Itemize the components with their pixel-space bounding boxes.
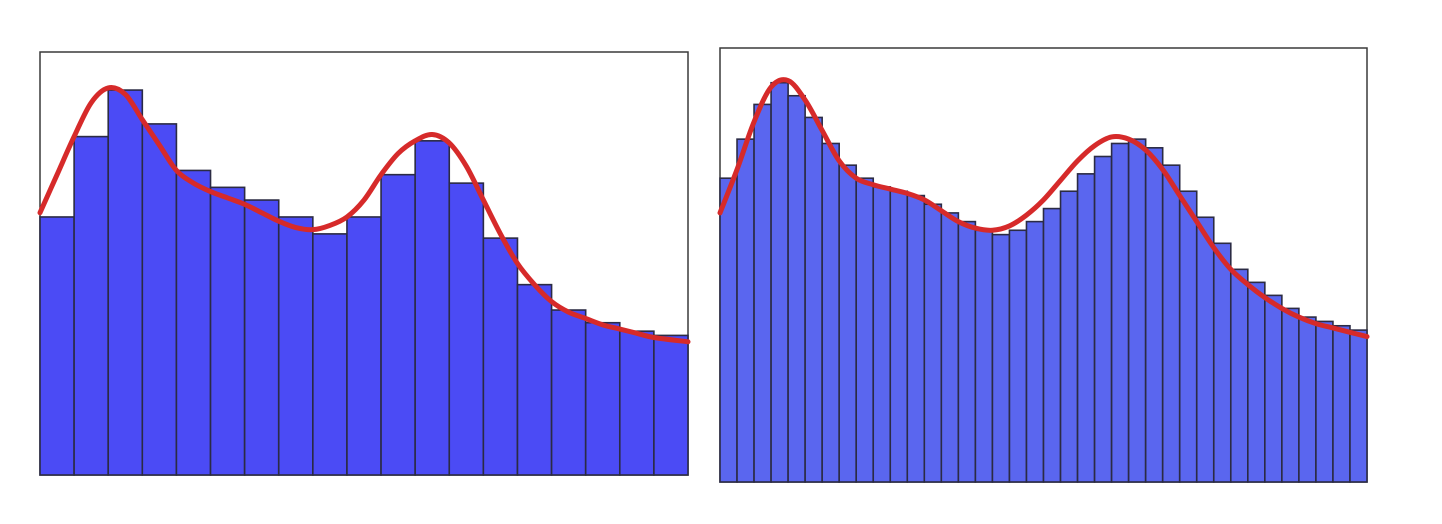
histogram-bar (889, 190, 909, 483)
histogram-bar (991, 233, 1011, 483)
right-histogram-panel (717, 47, 1370, 483)
density-curve (717, 77, 1370, 340)
histogram-bar (872, 186, 892, 483)
histogram-bar (923, 203, 943, 483)
histogram-bar (1076, 173, 1096, 483)
histogram-bar (804, 116, 823, 483)
histogram-bar (1093, 155, 1113, 483)
histogram-bar (1110, 142, 1130, 483)
histogram-bar (1229, 268, 1249, 483)
histogram-bar (1315, 320, 1334, 483)
histogram-bar (855, 177, 875, 483)
histogram-bar (1247, 281, 1266, 483)
histogram-bar (39, 216, 75, 476)
histogram-bar (1298, 316, 1317, 483)
histogram-bar (346, 216, 382, 476)
histogram-bar (957, 220, 977, 483)
histogram-bar (73, 135, 110, 476)
histogram-bar (618, 330, 655, 476)
histogram-bar (974, 229, 994, 483)
histogram-bar (277, 216, 314, 476)
histogram-bar (1281, 307, 1300, 483)
histogram-bar (1212, 242, 1232, 483)
histogram-bar (312, 233, 348, 476)
histogram-bar (141, 123, 178, 476)
left-histogram-panel (37, 51, 691, 476)
histogram-bar (653, 334, 689, 476)
histogram-bar (1332, 324, 1351, 483)
histogram-bar (906, 194, 926, 483)
histogram-bar (448, 182, 485, 476)
histogram-bar (1349, 329, 1368, 483)
histogram-bar (1127, 138, 1147, 483)
histogram-bar (1025, 220, 1045, 483)
histogram-bar (175, 169, 212, 476)
histogram-bar (1059, 190, 1079, 483)
histogram-bar (209, 186, 246, 476)
histogram-bar (584, 321, 621, 476)
histogram-bar (753, 103, 772, 483)
histogram-bar (1161, 164, 1181, 483)
histogram-bar (821, 142, 840, 483)
histogram-bar (1264, 294, 1283, 483)
histogram-bar (838, 164, 858, 483)
histogram-bar (482, 237, 519, 476)
histogram-bar (1144, 147, 1164, 483)
histogram-bar (550, 309, 587, 476)
histogram-bar (414, 140, 451, 476)
histogram-bar (940, 212, 960, 483)
histogram-bar (770, 81, 789, 483)
histogram-bar (1042, 207, 1062, 483)
histogram-bar (243, 199, 280, 476)
histogram-bar (736, 138, 755, 483)
histogram-bar (787, 94, 806, 483)
histogram-bar (719, 177, 738, 483)
histogram-bar (107, 89, 144, 476)
histogram-bar (1008, 229, 1028, 483)
density-curve (37, 85, 691, 345)
histogram-bar (1178, 190, 1198, 483)
histogram-bar (380, 173, 416, 476)
histogram-bar (516, 283, 553, 476)
histogram-bar (1195, 216, 1215, 483)
